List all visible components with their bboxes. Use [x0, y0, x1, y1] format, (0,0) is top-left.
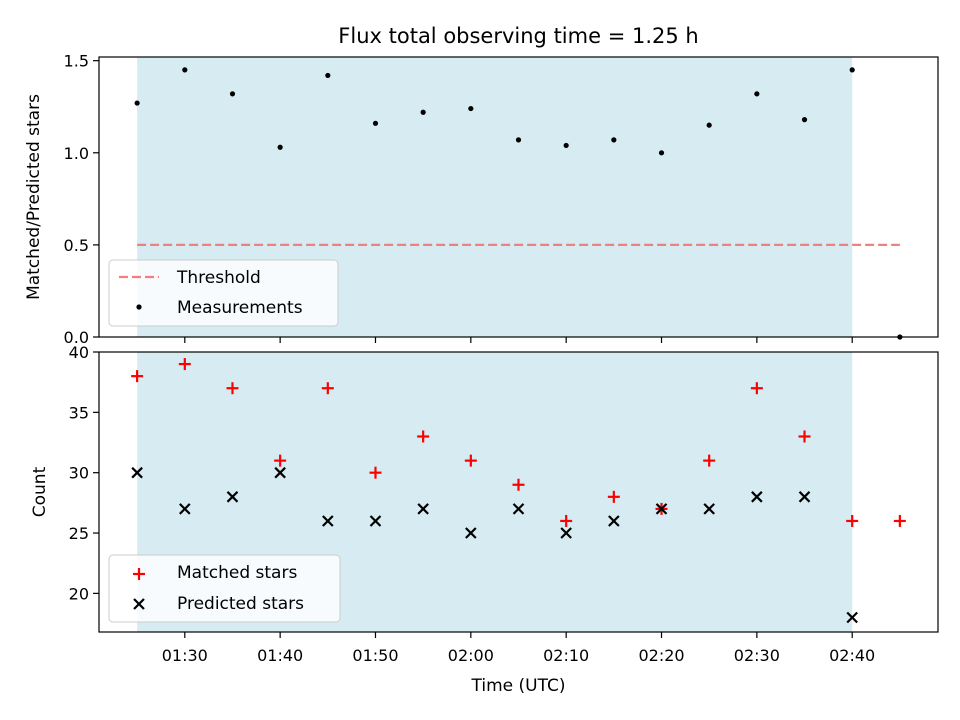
- matched-star-point: [512, 478, 525, 491]
- measurement-point: [420, 109, 426, 115]
- top-x-ticks: [184, 337, 853, 343]
- measurement-point: [515, 137, 522, 143]
- bottom-x-ticks: 01:30 01:40 01:50 02:00 02:10 02:20 02:30 02:40: [162, 632, 875, 665]
- x-tick-label: 02:40: [829, 646, 875, 665]
- predicted-star-point: [417, 503, 429, 515]
- x-tick-label: 02:10: [543, 646, 589, 665]
- measurement-point: [658, 150, 665, 156]
- matched-star-point: [893, 514, 906, 527]
- predicted-star-point: [226, 491, 239, 503]
- top-panel: 0.0 0.5 1.0 1.5 Flux total observing time =…: [24, 24, 939, 347]
- measurement-point: [754, 91, 760, 97]
- predicted-star-point: [322, 515, 334, 527]
- matched-star-point: [750, 382, 763, 395]
- top-data-points: [134, 67, 903, 340]
- x-tick-label: 01:50: [352, 646, 398, 665]
- x-tick-label: 02:30: [734, 646, 780, 665]
- predicted-star-point: [751, 491, 763, 503]
- matched-star-point: [703, 454, 716, 467]
- matched-star-point: [417, 430, 430, 443]
- predicted-star-point: [512, 503, 525, 515]
- legend-predicted-label: Predicted stars: [177, 594, 304, 614]
- predicted-star-point: [131, 466, 143, 479]
- legend-predicted-swatch: [133, 598, 145, 610]
- top-y-axis-label: Matched/Predicted stars: [24, 94, 44, 300]
- measurement-point: [372, 120, 379, 126]
- matched-star-point: [274, 454, 287, 467]
- y-tick-label: 1.0: [64, 144, 89, 163]
- matched-star-point: [226, 382, 239, 395]
- bottom-legend: Matched stars Predicted stars: [108, 554, 341, 623]
- predicted-star-point: [179, 503, 191, 515]
- measurement-point: [611, 137, 617, 143]
- legend-matched-label: Matched stars: [177, 563, 297, 583]
- measurement-point: [134, 100, 140, 106]
- matched-star-point: [607, 490, 620, 503]
- matched-star-point: [846, 514, 859, 527]
- y-tick-label: 35: [69, 403, 89, 422]
- predicted-star-point: [560, 527, 572, 539]
- bottom-legend-box: [108, 554, 341, 623]
- bottom-axes-frame: [98, 351, 939, 633]
- matched-star-point: [131, 370, 144, 383]
- measurement-point: [325, 72, 331, 79]
- predicted-star-point: [703, 503, 715, 515]
- x-tick-label: 02:00: [448, 646, 494, 665]
- bottom-x-axis-label: Time (UTC): [471, 676, 566, 696]
- legend-threshold-label: Threshold: [176, 268, 261, 288]
- y-tick-label: 40: [69, 343, 89, 362]
- y-tick-label: 30: [69, 464, 89, 483]
- measurement-point: [563, 142, 569, 149]
- predicted-star-point: [369, 515, 382, 527]
- top-legend-box: [108, 259, 339, 327]
- x-tick-label: 02:20: [638, 646, 684, 665]
- predicted-star-point: [798, 491, 811, 503]
- y-tick-label: 20: [69, 584, 89, 603]
- x-tick-label: 01:30: [162, 646, 208, 665]
- y-tick-label: 1.5: [64, 52, 89, 71]
- y-tick-label: 0.5: [64, 236, 89, 255]
- y-tick-label: 0.0: [64, 328, 89, 347]
- measurement-point: [277, 144, 283, 150]
- matched-star-point: [798, 430, 811, 443]
- matched-star-point: [560, 514, 573, 527]
- matched-star-point: [321, 382, 334, 395]
- measurement-point: [468, 105, 474, 112]
- measurement-point: [182, 67, 188, 73]
- top-legend: Threshold Measurements: [108, 259, 339, 327]
- x-tick-label: 01:40: [257, 646, 303, 665]
- predicted-star-point: [655, 503, 668, 515]
- matched-star-point: [464, 454, 477, 467]
- legend-matched-swatch: [133, 568, 145, 580]
- top-y-ticks: 0.0 0.5 1.0 1.5: [64, 52, 99, 347]
- predicted-star-point: [274, 466, 286, 479]
- measurement-point: [801, 117, 808, 123]
- bottom-y-axis-label: Count: [30, 466, 50, 517]
- matched-star-point: [369, 466, 382, 479]
- measurement-point: [229, 91, 236, 97]
- measurement-point: [706, 122, 712, 128]
- bottom-panel: 20 25 30 35 40 01:30 01:40 01:50 02:00 02:10 02:2…: [30, 343, 939, 696]
- legend-measurements-swatch: [136, 304, 142, 310]
- top-axes-frame: [98, 56, 939, 338]
- bottom-y-ticks: 20 25 30 35 40: [69, 343, 99, 603]
- predicted-star-point: [465, 527, 477, 539]
- legend-measurements-label: Measurements: [177, 298, 303, 318]
- predicted-star-point: [846, 611, 858, 624]
- top-chart-title: Flux total observing time = 1.25 h: [338, 24, 698, 48]
- predicted-star-point: [608, 515, 620, 527]
- y-tick-label: 25: [69, 524, 89, 543]
- bottom-data-points: [131, 358, 906, 624]
- matched-star-point: [178, 358, 191, 371]
- measurement-point: [849, 67, 855, 73]
